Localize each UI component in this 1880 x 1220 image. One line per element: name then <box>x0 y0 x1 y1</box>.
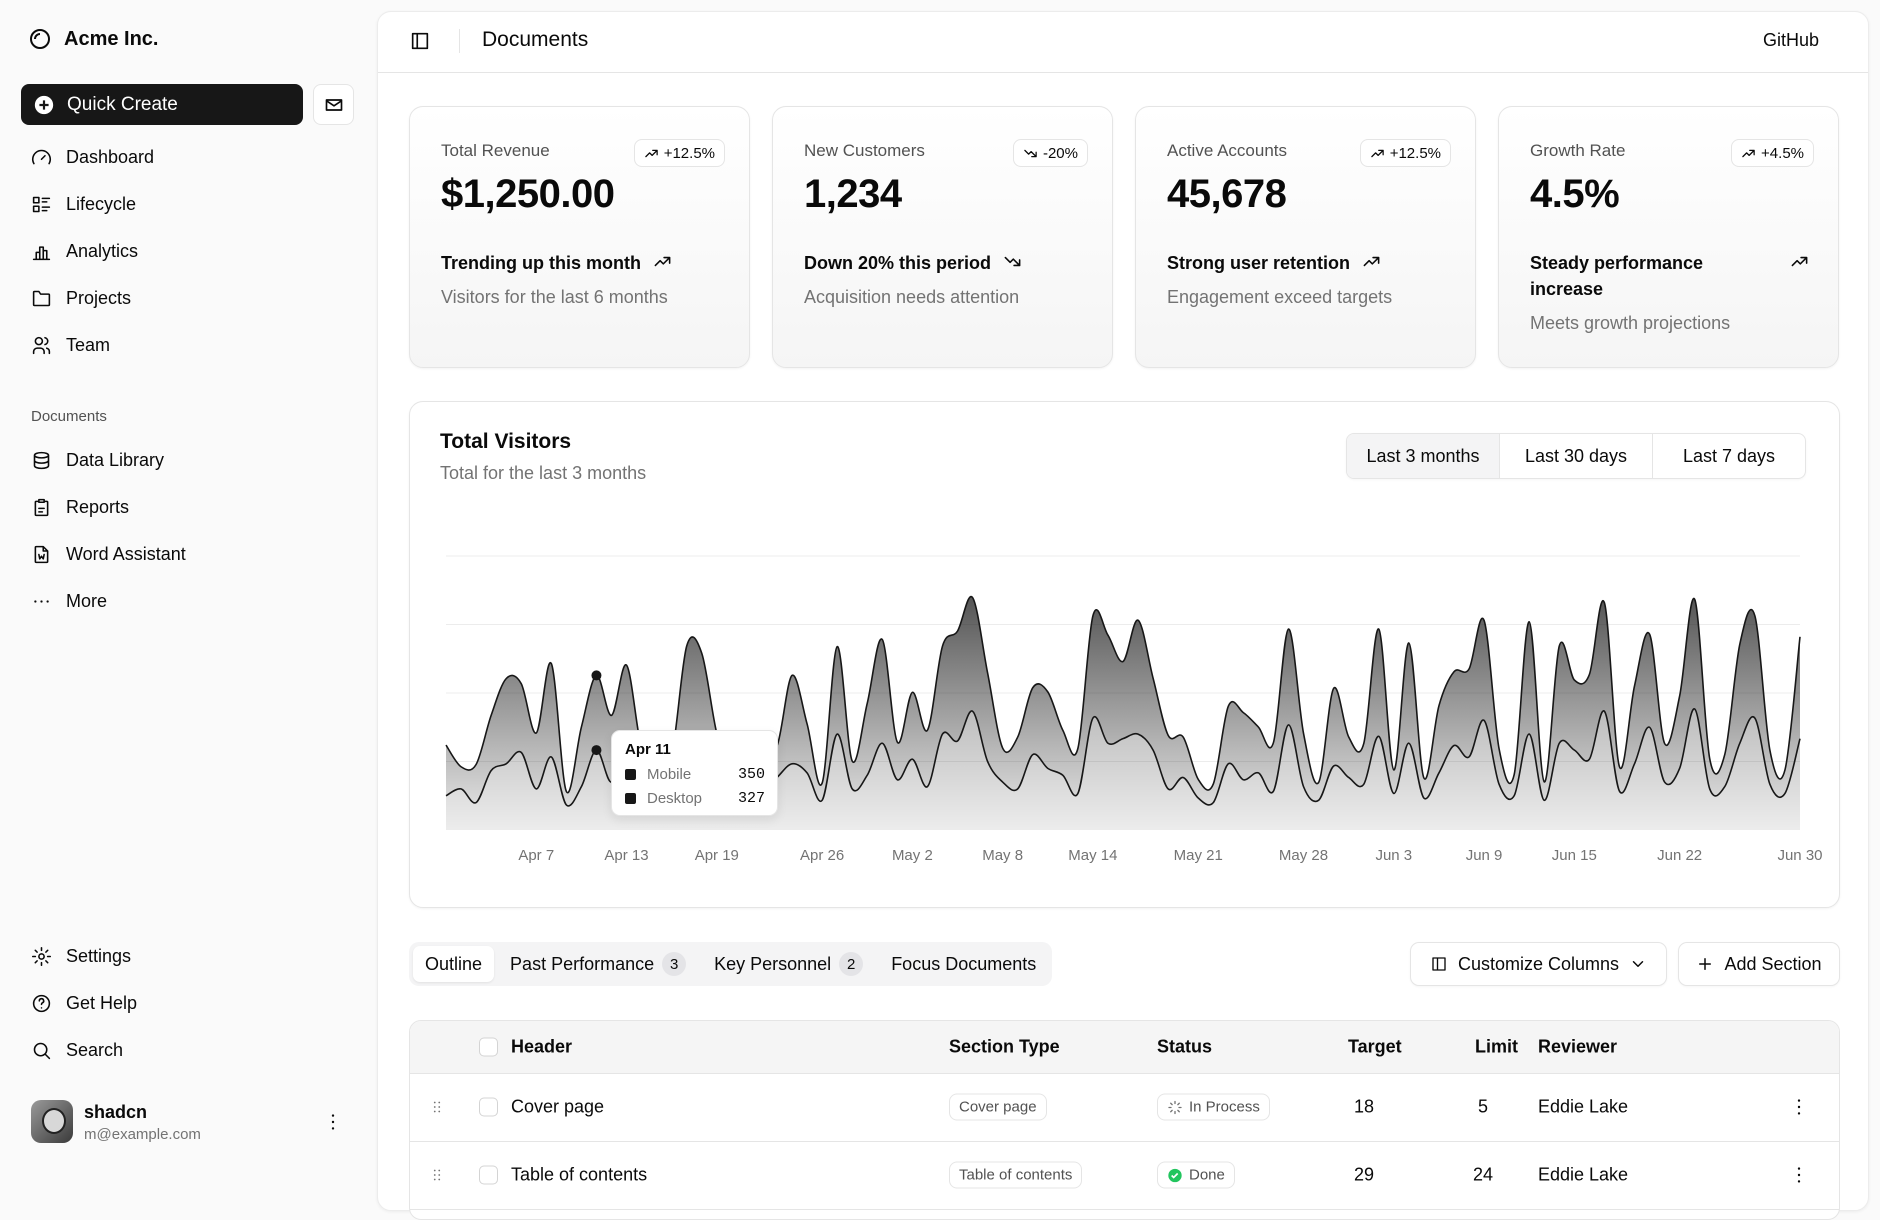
tooltip-date: Apr 11 <box>625 741 671 758</box>
status-icon <box>1167 1167 1183 1183</box>
cell-target: 18 <box>1354 1097 1374 1118</box>
hover-dot <box>591 745 601 755</box>
pill-text: Table of contents <box>959 1167 1072 1184</box>
x-tick-label: Apr 7 <box>518 847 554 864</box>
x-tick-label: Apr 13 <box>604 847 648 864</box>
column-header: Header <box>511 1037 572 1058</box>
series-value: 327 <box>738 790 765 807</box>
legend-swatch <box>625 769 636 780</box>
dashboard: {"sidebar": {"brand": "Acme Inc.", "quic… <box>0 0 1880 1175</box>
content: DocumentsGitHubTotal Revenue$1,250.00+12… <box>0 0 1880 1175</box>
cell-reviewer: Eddie Lake <box>1538 1165 1628 1186</box>
tab[interactable]: Focus Documents <box>879 946 1048 982</box>
tabs: Outline Past Performance 3 Key Personnel 2 Fo… <box>409 942 1052 986</box>
x-tick-label: Jun 3 <box>1375 847 1412 864</box>
icon <box>1788 1096 1810 1118</box>
tab-label: Key Personnel <box>714 954 831 975</box>
icon <box>428 1166 446 1184</box>
add-section-button[interactable]: Add Section <box>1678 942 1840 986</box>
series-value: 350 <box>738 766 765 783</box>
column-header: Target <box>1348 1037 1402 1058</box>
icon-path <box>435 1171 440 1180</box>
x-tick-label: May 28 <box>1279 847 1328 864</box>
icon <box>1167 1099 1183 1115</box>
tab-label: Outline <box>425 954 482 975</box>
tab-count: 2 <box>839 952 863 976</box>
status: Done <box>1157 1162 1235 1189</box>
icon <box>1788 1164 1810 1186</box>
status: In Process <box>1157 1094 1270 1121</box>
tab[interactable]: Outline <box>413 946 494 982</box>
row-checkbox[interactable] <box>479 1098 498 1117</box>
row-checkbox[interactable] <box>479 1166 498 1185</box>
icon <box>1629 955 1647 973</box>
icon <box>1430 955 1448 973</box>
pill-text: Cover page <box>959 1099 1037 1116</box>
button-label: Customize Columns <box>1458 954 1619 975</box>
tooltip-row: Mobile350 <box>625 766 765 783</box>
row-menu[interactable] <box>1788 1164 1810 1191</box>
cell-header[interactable]: Cover page <box>511 1097 604 1118</box>
drag-handle[interactable] <box>428 1098 446 1121</box>
tab-label: Past Performance <box>510 954 654 975</box>
column-header: Section Type <box>949 1037 1060 1058</box>
column-header: Reviewer <box>1538 1037 1617 1058</box>
icon-path <box>1169 1101 1181 1113</box>
cell-header[interactable]: Table of contents <box>511 1165 647 1186</box>
icon-path <box>1433 958 1445 970</box>
row-menu[interactable] <box>1788 1096 1810 1123</box>
x-tick-label: May 8 <box>982 847 1023 864</box>
hover-dot <box>591 670 601 680</box>
area-chart: Apr 7 Apr 13 Apr 19 Apr 26 May 2 May 8 May 14 M… <box>0 0 1880 1175</box>
icon <box>1696 955 1714 973</box>
tab[interactable]: Key Personnel 2 <box>702 946 875 982</box>
tooltip-row: Desktop327 <box>625 790 765 807</box>
icon-path <box>435 1103 440 1112</box>
x-tick-label: Jun 15 <box>1552 847 1597 864</box>
row-divider <box>410 1141 1839 1142</box>
cell-limit: 24 <box>1473 1165 1493 1186</box>
section-type: Cover page <box>949 1094 1047 1121</box>
table-header <box>410 1021 1839 1074</box>
column-header: Status <box>1157 1037 1212 1058</box>
legend-swatch <box>625 793 636 804</box>
tab-count: 3 <box>662 952 686 976</box>
cell-reviewer: Eddie Lake <box>1538 1097 1628 1118</box>
drag-handle[interactable] <box>428 1166 446 1189</box>
tooltip: Apr 11Mobile350Desktop327 <box>611 730 778 816</box>
button-label: Add Section <box>1724 954 1821 975</box>
tab-label: Focus Documents <box>891 954 1036 975</box>
pill-text: Done <box>1189 1167 1225 1184</box>
section-type: Table of contents <box>949 1162 1082 1189</box>
column-header: Limit <box>1475 1037 1518 1058</box>
series-name: Desktop <box>647 790 738 807</box>
x-tick-label: Apr 26 <box>800 847 844 864</box>
x-tick-label: Apr 19 <box>695 847 739 864</box>
x-tick-label: May 2 <box>892 847 933 864</box>
row-divider <box>410 1209 1839 1210</box>
x-tick-label: Jun 30 <box>1777 847 1822 864</box>
cell-target: 29 <box>1354 1165 1374 1186</box>
tab[interactable]: Past Performance 3 <box>498 946 698 982</box>
customize-columns-button[interactable]: Customize Columns <box>1410 942 1667 986</box>
select-all[interactable] <box>479 1038 498 1057</box>
icon <box>428 1098 446 1116</box>
x-tick-label: May 14 <box>1068 847 1117 864</box>
icon-path <box>1700 959 1711 970</box>
page: Dashboard html, body { margin: 0; paddin… <box>0 0 1880 1175</box>
series-name: Mobile <box>647 766 738 783</box>
x-tick-label: May 21 <box>1174 847 1223 864</box>
pill-text: In Process <box>1189 1099 1260 1116</box>
x-tick-label: Jun 9 <box>1466 847 1503 864</box>
x-tick-label: Jun 22 <box>1657 847 1702 864</box>
cell-limit: 5 <box>1478 1097 1488 1118</box>
icon-path <box>1634 962 1643 967</box>
